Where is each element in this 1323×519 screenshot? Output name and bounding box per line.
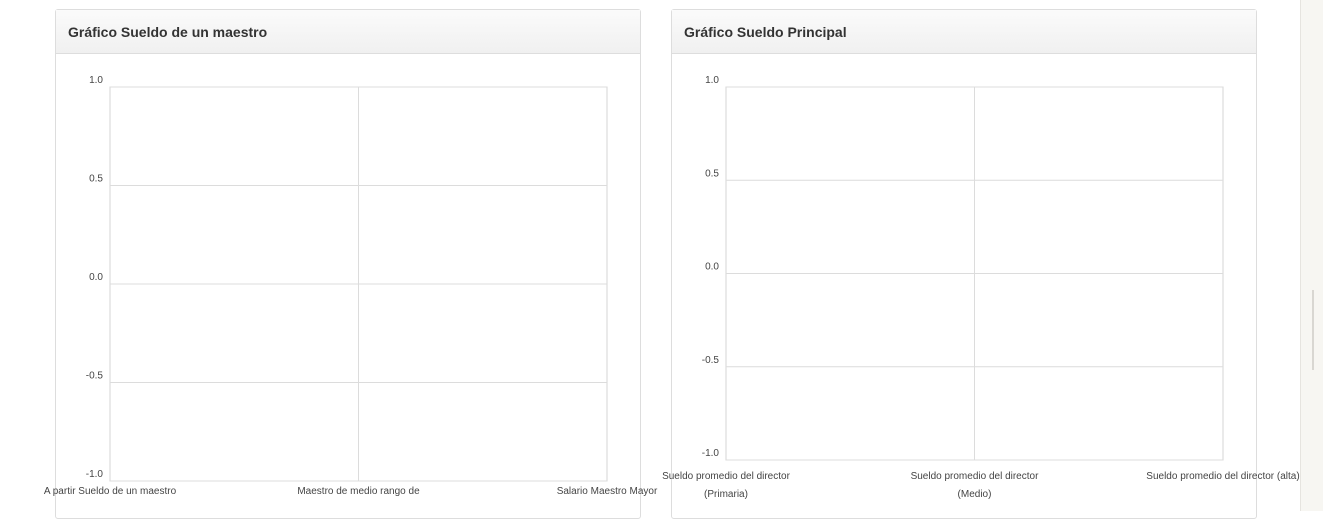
y-tick-label: 1.0 xyxy=(89,75,103,86)
x-tick-label: Sueldo promedio del director (Primaria) xyxy=(662,471,791,500)
y-tick-label: -0.5 xyxy=(702,355,720,366)
x-tick-label: A partir Sueldo de un maestro xyxy=(44,486,177,497)
y-tick-label: -1.0 xyxy=(86,469,104,480)
y-tick-label: 0.5 xyxy=(89,174,103,185)
x-tick-label: Sueldo promedio del director (Medio) xyxy=(911,471,1040,500)
x-tick-label: Maestro de medio rango de xyxy=(297,486,420,497)
x-tick-label: Salario Maestro Mayor xyxy=(557,486,658,497)
x-tick-label: Sueldo promedio del director (alta) xyxy=(1146,471,1299,482)
y-tick-label: -0.5 xyxy=(86,371,104,382)
panel-title: Gráfico Sueldo Principal xyxy=(672,10,1256,54)
page-side-strip xyxy=(1300,0,1323,511)
y-tick-label: 0.5 xyxy=(705,168,719,179)
y-tick-label: 0.0 xyxy=(705,262,719,273)
chart-panel-teacher-salary: Gráfico Sueldo de un maestro xyxy=(55,9,641,519)
chart-panel-principal-salary: Gráfico Sueldo Principal xyxy=(671,9,1257,519)
y-tick-label: -1.0 xyxy=(702,448,720,459)
scrollbar-thumb[interactable] xyxy=(1312,290,1314,370)
y-tick-label: 1.0 xyxy=(705,75,719,86)
y-tick-label: 0.0 xyxy=(89,272,103,283)
panel-title: Gráfico Sueldo de un maestro xyxy=(56,10,640,54)
